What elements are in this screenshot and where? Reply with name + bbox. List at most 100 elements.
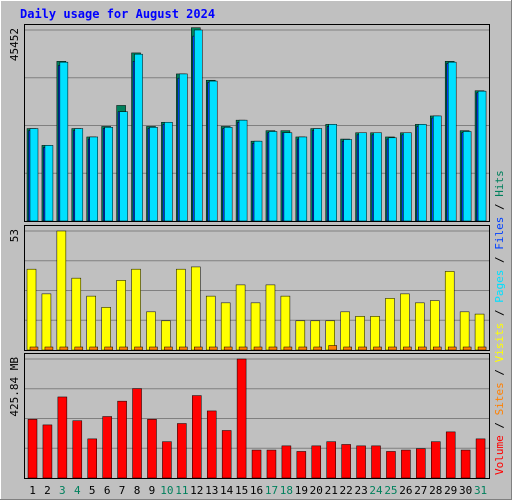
x-tick-day-21: 21 <box>325 484 338 497</box>
bar-sites-day-17 <box>268 346 278 351</box>
bar-sites-day-4 <box>74 346 84 351</box>
bar-pages-day-28 <box>433 115 442 222</box>
bar-pages-day-16 <box>253 140 263 222</box>
bar-volume-day-12 <box>192 395 202 479</box>
bar-sites-day-18 <box>283 346 293 351</box>
bar-sites-day-21 <box>328 345 337 351</box>
bar-visits-day-16 <box>250 302 261 351</box>
bar-sites-day-29 <box>447 346 457 351</box>
x-tick-day-9: 9 <box>149 484 156 497</box>
bar-pages-day-5 <box>89 136 98 222</box>
bar-volume-day-10 <box>162 441 172 479</box>
x-tick-day-12: 12 <box>190 484 203 497</box>
bar-visits-day-12 <box>191 266 201 351</box>
x-tick-day-2: 2 <box>44 484 51 497</box>
legend-part-8: Files <box>493 217 506 250</box>
x-tick-day-16: 16 <box>250 484 263 497</box>
x-tick-day-29: 29 <box>444 484 457 497</box>
bar-pages-day-20 <box>313 128 323 222</box>
bar-pages-day-27 <box>418 124 427 222</box>
bar-pages-day-12 <box>194 29 203 222</box>
bar-volume-day-22 <box>341 444 351 479</box>
bar-sites-day-12 <box>194 346 203 351</box>
legend-part-6: Pages <box>493 270 506 303</box>
bar-visits-day-28 <box>430 300 440 351</box>
bar-sites-day-7 <box>119 346 128 351</box>
x-axis-labels: 1 2 3 4 5 6 7 8 9 10 11 12 13 14 15 16 17 18 19 20 21 22 23 24 2… <box>29 484 487 497</box>
bar-visits-day-2 <box>41 293 52 351</box>
bar-volume-day-26 <box>401 449 411 479</box>
bar-sites-day-22 <box>343 346 352 351</box>
bar-sites-day-15 <box>238 346 248 351</box>
bar-volume-day-7 <box>117 400 127 479</box>
bar-sites-day-11 <box>179 346 188 351</box>
bar-volume-day-16 <box>251 449 262 479</box>
x-tick-day-22: 22 <box>340 484 353 497</box>
bar-visits-day-22 <box>340 311 350 351</box>
x-tick-day-1: 1 <box>29 484 36 497</box>
bar-pages-day-9 <box>149 127 158 222</box>
bar-pages-day-11 <box>179 73 188 222</box>
bar-volume-day-25 <box>386 451 396 479</box>
bar-sites-day-14 <box>223 346 233 351</box>
x-tick-day-4: 4 <box>74 484 81 497</box>
legend-part-1: / <box>493 415 506 435</box>
series-legend: Volume / Sites / Visits / Pages / Files … <box>493 170 506 475</box>
bar-sites-day-31 <box>477 346 487 351</box>
bar-pages-day-3 <box>59 61 69 222</box>
x-tick-day-7: 7 <box>119 484 126 497</box>
bar-volume-day-9 <box>147 419 157 479</box>
bar-pages-day-26 <box>403 132 412 222</box>
bar-volume-day-4 <box>72 420 83 479</box>
bar-volume-day-1 <box>27 419 38 479</box>
bar-visits-day-13 <box>205 295 216 351</box>
bar-visits-day-31 <box>474 313 485 351</box>
bar-sites-day-9 <box>149 346 158 351</box>
legend-part-4: Visits <box>493 323 506 363</box>
bar-volume-day-8 <box>132 388 142 479</box>
x-tick-day-14: 14 <box>220 484 234 497</box>
bar-pages-day-31 <box>477 90 487 222</box>
bar-pages-day-23 <box>358 132 367 222</box>
bar-volume-day-27 <box>416 448 426 479</box>
bar-sites-day-1 <box>29 346 39 351</box>
bar-visits-day-20 <box>310 320 321 351</box>
x-tick-day-11: 11 <box>175 484 188 497</box>
bar-pages-day-19 <box>298 136 308 222</box>
bar-pages-day-1 <box>29 128 39 222</box>
x-tick-day-23: 23 <box>354 484 367 497</box>
bar-pages-day-2 <box>44 145 54 222</box>
bar-visits-day-30 <box>459 311 470 351</box>
bar-visits-day-19 <box>295 320 306 351</box>
bar-pages-day-13 <box>208 80 218 222</box>
legend-part-0: Volume <box>493 435 506 475</box>
legend-part-3: / <box>493 362 506 382</box>
bar-sites-day-6 <box>104 346 113 351</box>
bar-pages-day-4 <box>74 128 84 222</box>
bar-visits-day-10 <box>161 320 171 351</box>
bar-sites-day-24 <box>373 346 382 351</box>
bar-visits-day-11 <box>176 268 186 351</box>
x-tick-day-6: 6 <box>104 484 111 497</box>
bar-sites-day-26 <box>403 346 412 351</box>
bar-visits-day-4 <box>71 277 82 351</box>
bar-visits-day-7 <box>116 280 126 351</box>
bar-sites-day-5 <box>89 346 98 351</box>
bar-sites-day-13 <box>208 346 218 351</box>
bar-visits-day-24 <box>370 316 380 351</box>
x-tick-day-15: 15 <box>235 484 248 497</box>
bar-volume-day-2 <box>42 424 53 479</box>
bar-pages-day-8 <box>134 53 143 222</box>
bar-pages-day-6 <box>104 127 113 222</box>
legend-part-5: / <box>493 303 506 323</box>
bar-visits-day-5 <box>86 295 96 351</box>
bar-pages-day-14 <box>223 127 233 222</box>
x-tick-day-8: 8 <box>134 484 141 497</box>
bar-pages-day-22 <box>343 139 352 222</box>
bar-visits-day-1 <box>26 268 37 351</box>
x-tick-day-25: 25 <box>384 484 397 497</box>
bar-pages-day-15 <box>238 119 248 222</box>
bar-volume-day-11 <box>177 423 187 479</box>
bar-volume-day-17 <box>266 449 277 479</box>
